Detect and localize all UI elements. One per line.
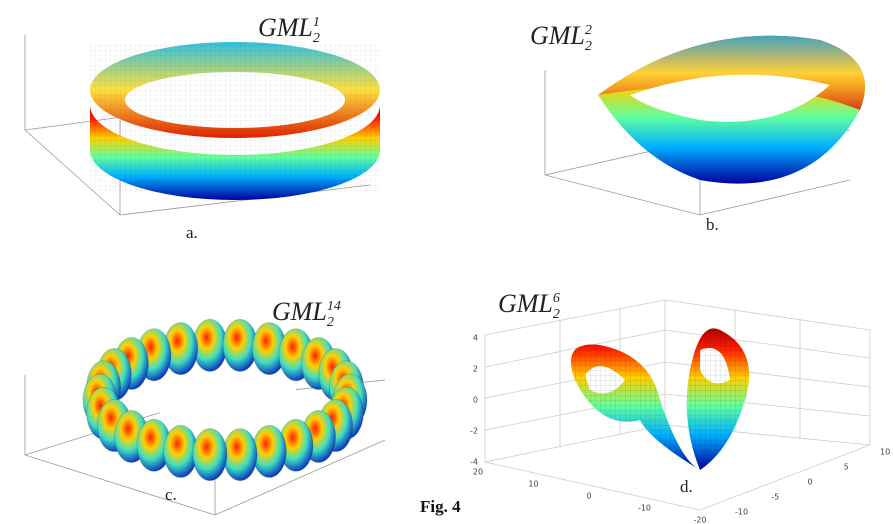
- tick-label: 0: [473, 396, 478, 405]
- tick-label: 4: [473, 334, 478, 343]
- title-sub: 2: [313, 31, 320, 46]
- title-sup: 2: [585, 23, 592, 38]
- figure: GML12 a. GML22 b. GML142 c. 420-2-420100…: [0, 0, 893, 524]
- tick-label: 2: [473, 365, 478, 374]
- page: {"panels": [ {"title": {"base": "GML", "…: [0, 0, 893, 524]
- caption: Fig. 4: [420, 497, 461, 516]
- panel-label: c.: [165, 485, 177, 504]
- title-sub: 2: [327, 315, 334, 330]
- tick-label: -10: [638, 504, 651, 513]
- tick-label: 10: [528, 480, 538, 489]
- tick-label: -5: [771, 493, 779, 502]
- tick-label: 20: [473, 468, 483, 477]
- tick-label: -10: [735, 508, 748, 517]
- tick-label: -2: [470, 427, 478, 436]
- tick-label: -20: [693, 516, 706, 524]
- panel-label: a.: [186, 223, 198, 242]
- surface-hole: [145, 378, 305, 422]
- surface-lobe: [223, 429, 257, 481]
- title-sup: 6: [553, 291, 560, 306]
- title-sup: 14: [327, 299, 341, 314]
- surface: [83, 319, 367, 480]
- title-sup: 1: [313, 15, 320, 30]
- surface-lobe: [193, 429, 227, 481]
- mesh: [571, 328, 749, 470]
- title-sub: 2: [585, 39, 592, 54]
- title-base: GML: [498, 289, 553, 318]
- title-base: GML: [272, 297, 327, 326]
- panel-label: d.: [680, 477, 693, 496]
- tick-label: 0: [808, 478, 813, 487]
- tick-label: 5: [844, 463, 849, 472]
- tick-label: 0: [586, 492, 591, 501]
- title-sub: 2: [553, 307, 560, 322]
- tick-label: 10: [880, 448, 890, 457]
- title-base: GML: [258, 13, 313, 42]
- panel-label: b.: [706, 215, 719, 234]
- tick-label: -4: [470, 458, 478, 467]
- title-base: GML: [530, 21, 585, 50]
- mesh: [90, 42, 380, 192]
